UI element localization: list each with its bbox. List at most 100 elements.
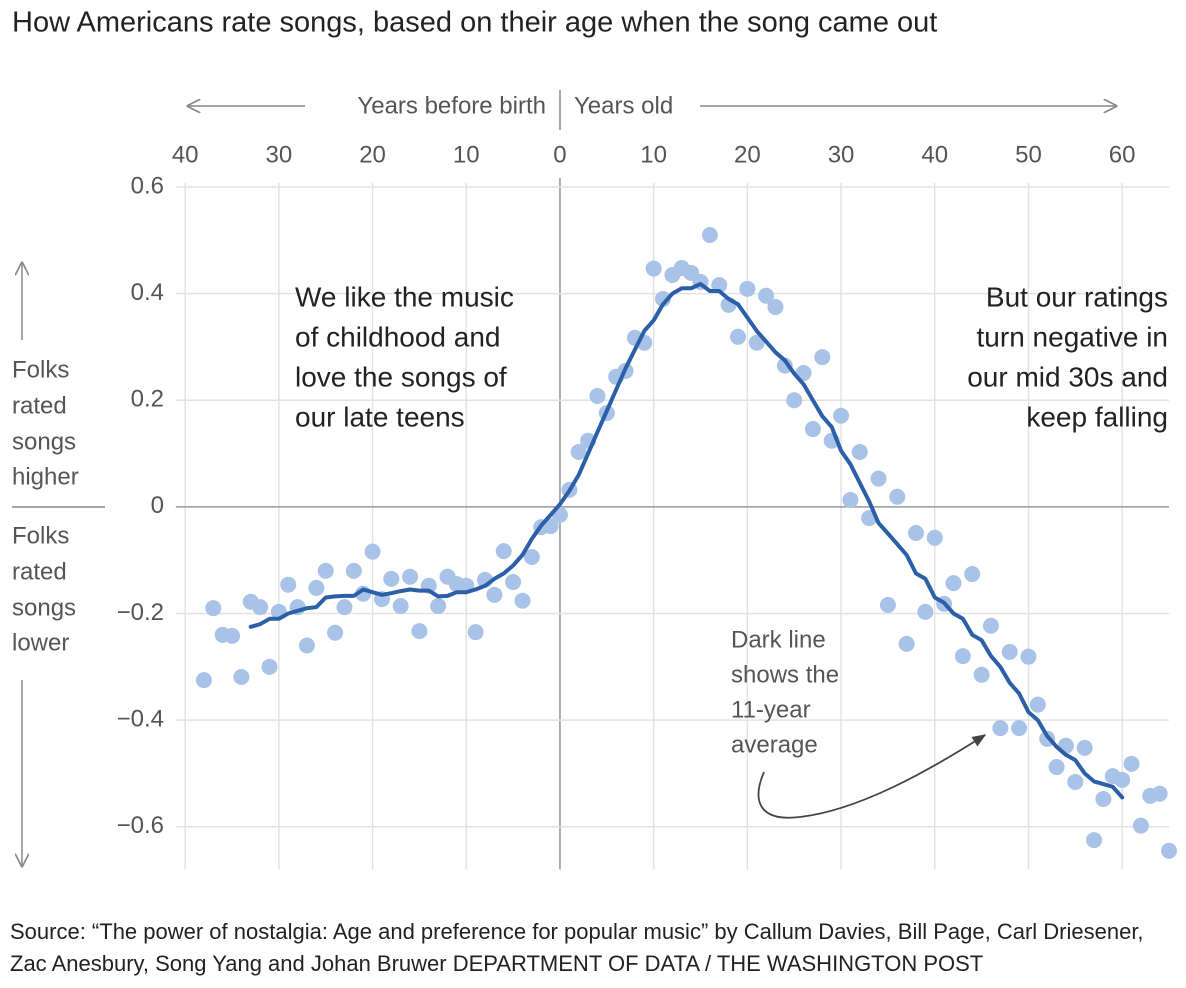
- point: [224, 627, 241, 644]
- x-tick-label: 50: [1015, 141, 1042, 168]
- point: [814, 349, 831, 366]
- annotation: of childhood and: [295, 321, 501, 352]
- y-label: rated: [12, 392, 67, 419]
- point: [317, 562, 334, 579]
- point: [523, 548, 540, 565]
- y-tick-label: 0.4: [131, 279, 164, 306]
- point: [776, 357, 793, 374]
- point: [1048, 759, 1065, 776]
- point: [748, 334, 765, 351]
- annotation: our mid 30s and: [967, 361, 1168, 392]
- y-label: songs: [12, 594, 76, 621]
- x-axis-label-right: Years old: [574, 92, 673, 119]
- chart: How Americans rate songs, based on their…: [12, 7, 1177, 870]
- point: [252, 599, 269, 616]
- point: [1123, 755, 1140, 772]
- point: [514, 592, 531, 609]
- point: [1132, 817, 1149, 834]
- point: [280, 576, 297, 593]
- annotation: Dark line: [731, 626, 826, 653]
- point: [1086, 832, 1103, 849]
- point: [729, 328, 746, 345]
- point: [392, 598, 409, 615]
- point: [1076, 739, 1093, 756]
- x-tick-label: 60: [1109, 141, 1136, 168]
- point: [889, 488, 906, 505]
- annotation: But our ratings: [986, 281, 1168, 312]
- point: [298, 637, 315, 654]
- y-tick-label: 0.6: [131, 172, 164, 199]
- annotation: our late teens: [295, 401, 465, 432]
- point: [336, 599, 353, 616]
- point: [870, 470, 887, 487]
- point: [1029, 696, 1046, 713]
- point: [945, 575, 962, 592]
- y-label: lower: [12, 629, 69, 656]
- point: [205, 600, 222, 617]
- point: [982, 617, 999, 634]
- y-label: songs: [12, 428, 76, 455]
- y-tick-label: 0.2: [131, 386, 164, 413]
- point: [767, 298, 784, 315]
- point: [505, 574, 522, 591]
- point: [383, 570, 400, 587]
- x-axis-label-left: Years before birth: [357, 92, 546, 119]
- x-tick-label: 10: [640, 141, 667, 168]
- source: Source: “The power of nostalgia: Age and…: [10, 919, 1144, 976]
- point: [1095, 791, 1112, 808]
- point: [964, 566, 981, 583]
- x-tick-label: 40: [172, 141, 199, 168]
- y-tick-label: 0: [151, 492, 164, 519]
- x-tick-label: 30: [266, 141, 293, 168]
- marks: [195, 226, 1177, 859]
- point: [345, 562, 362, 579]
- point: [1067, 773, 1084, 790]
- point: [430, 598, 447, 615]
- point: [926, 529, 943, 546]
- annotation-arrow: [757, 734, 987, 819]
- y-label: Folks: [12, 356, 69, 383]
- point: [908, 524, 925, 541]
- y-label: higher: [12, 463, 79, 490]
- point: [645, 260, 662, 277]
- point: [261, 658, 278, 675]
- point: [308, 579, 325, 596]
- point: [570, 443, 587, 460]
- point: [917, 603, 934, 620]
- annotation: We like the music: [295, 281, 514, 312]
- point: [327, 624, 344, 641]
- point: [495, 543, 512, 560]
- point: [1001, 643, 1018, 660]
- annotation: average: [731, 731, 818, 758]
- y-label: Folks: [12, 522, 69, 549]
- average-line: [248, 282, 1125, 800]
- point: [195, 672, 212, 689]
- point: [402, 568, 419, 585]
- point: [804, 421, 821, 438]
- point: [411, 623, 428, 640]
- annotation: love the songs of: [295, 361, 507, 392]
- x-tick-label: 0: [553, 141, 566, 168]
- point: [739, 280, 756, 297]
- point: [233, 668, 250, 685]
- point: [486, 586, 503, 603]
- annotation: 11-year: [731, 696, 811, 723]
- point: [842, 491, 859, 508]
- point: [1020, 648, 1037, 665]
- y-tick-label: −0.4: [117, 705, 164, 732]
- point: [1151, 785, 1168, 802]
- x-tick-label: 40: [921, 141, 948, 168]
- x-tick-label: 10: [453, 141, 480, 168]
- x-tick-label: 20: [734, 141, 761, 168]
- point: [973, 666, 990, 683]
- point: [655, 290, 672, 307]
- point: [701, 226, 718, 243]
- chart-title: How Americans rate songs, based on their…: [12, 7, 937, 39]
- point: [364, 543, 381, 560]
- point: [833, 407, 850, 424]
- point: [954, 648, 971, 665]
- point: [1011, 720, 1028, 737]
- point: [1114, 771, 1131, 788]
- annotation: shows the: [731, 661, 839, 688]
